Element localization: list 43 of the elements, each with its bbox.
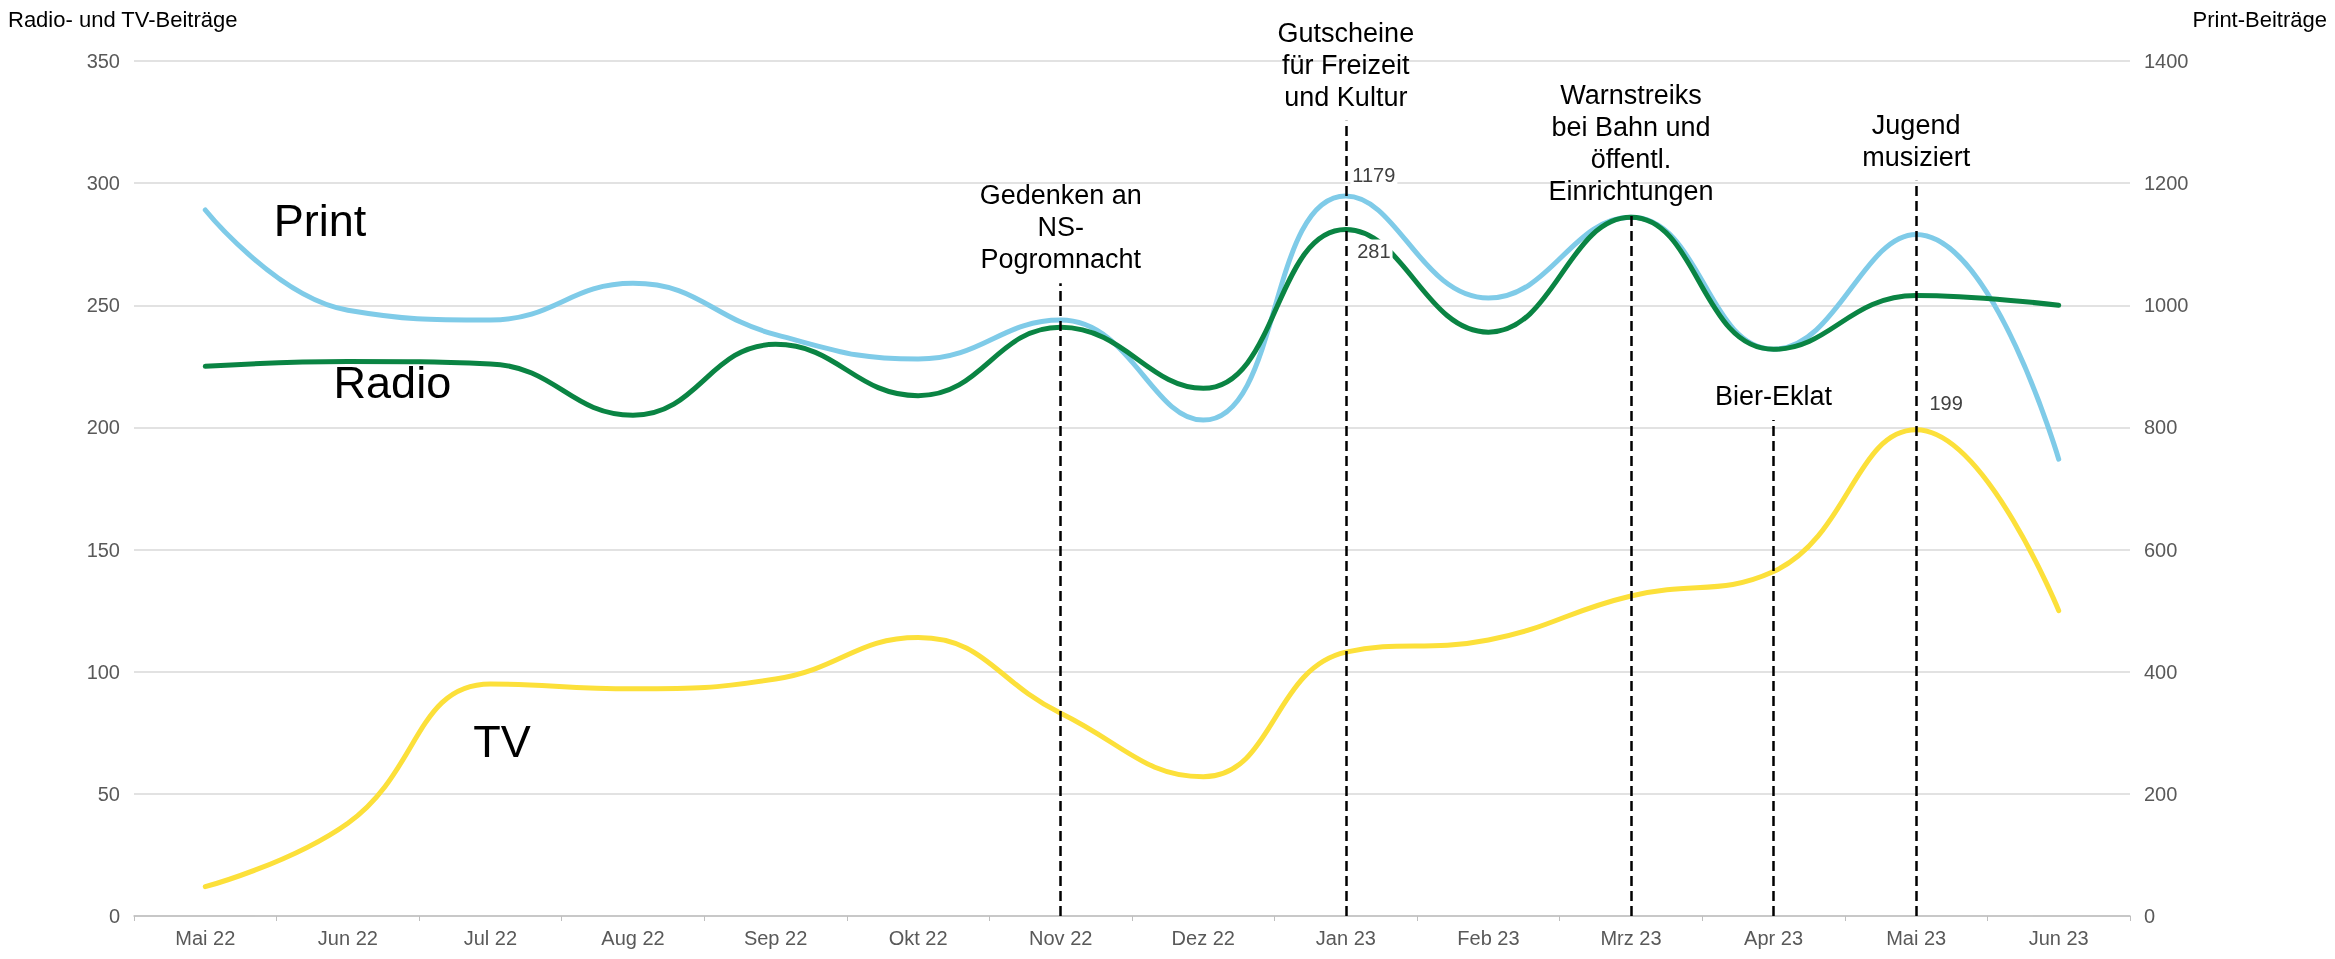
ref-line-label: Warnstreiks bei Bahn und öffentl. Einrichtungen	[1548, 79, 1714, 206]
y2-tick-label: 1400	[2144, 50, 2189, 72]
data-label: 1179	[1352, 163, 1396, 186]
x-tick-label: Apr 23	[1744, 927, 1804, 949]
x-tick-label: Jul 22	[463, 927, 518, 949]
x-tick-label: Mai 23	[1886, 927, 1947, 949]
data-label: 281	[1357, 239, 1391, 262]
x-tick-label: Nov 22	[1029, 927, 1093, 949]
y2-tick-label: 400	[2144, 660, 2178, 683]
x-tick-label: Jan 23	[1315, 927, 1376, 949]
y-tick-label: 50	[97, 782, 120, 805]
y2-axis-title: Print-Beiträge	[2192, 6, 2328, 32]
series-label: Radio	[333, 357, 452, 409]
y-tick-label: 200	[86, 416, 120, 439]
y-axis-title: Radio- und TV-Beiträge	[8, 6, 238, 32]
series-label: TV	[473, 716, 531, 768]
x-tick-label: Sep 22	[743, 927, 808, 949]
ref-line-label: Jugend musiziert	[1862, 109, 1971, 172]
x-tick-label: Jun 22	[317, 927, 378, 949]
x-tick-label: Okt 22	[888, 927, 948, 949]
y-tick-label: 100	[86, 660, 120, 683]
y-tick-label: 300	[86, 172, 120, 195]
ref-line-label: Gedenken an NS- Pogromnacht	[979, 180, 1142, 275]
y-tick-label: 250	[86, 294, 120, 317]
y-tick-label: 350	[86, 50, 120, 72]
x-tick-label: Feb 23	[1457, 927, 1520, 949]
y2-tick-label: 800	[2144, 416, 2178, 439]
ref-line-label: Bier-Eklat	[1715, 381, 1833, 412]
y2-tick-label: 1200	[2144, 172, 2189, 195]
data-label: 199	[1929, 391, 1963, 414]
series-label: Print	[273, 194, 367, 246]
x-tick-label: Aug 22	[601, 927, 665, 949]
y-tick-label: 150	[86, 538, 120, 561]
y2-tick-label: 0	[2144, 905, 2156, 927]
x-tick-label: Mrz 23	[1600, 927, 1662, 949]
x-tick-label: Jun 23	[2028, 927, 2089, 949]
y2-tick-label: 600	[2144, 538, 2178, 561]
x-tick-label: Dez 22	[1171, 927, 1235, 949]
ref-line-label: Gutscheine für Freizeit und Kultur	[1277, 17, 1415, 112]
x-tick-label: Mai 22	[175, 927, 236, 949]
y2-tick-label: 1000	[2144, 294, 2189, 317]
y-tick-label: 0	[108, 905, 120, 927]
y2-tick-label: 200	[2144, 782, 2178, 805]
